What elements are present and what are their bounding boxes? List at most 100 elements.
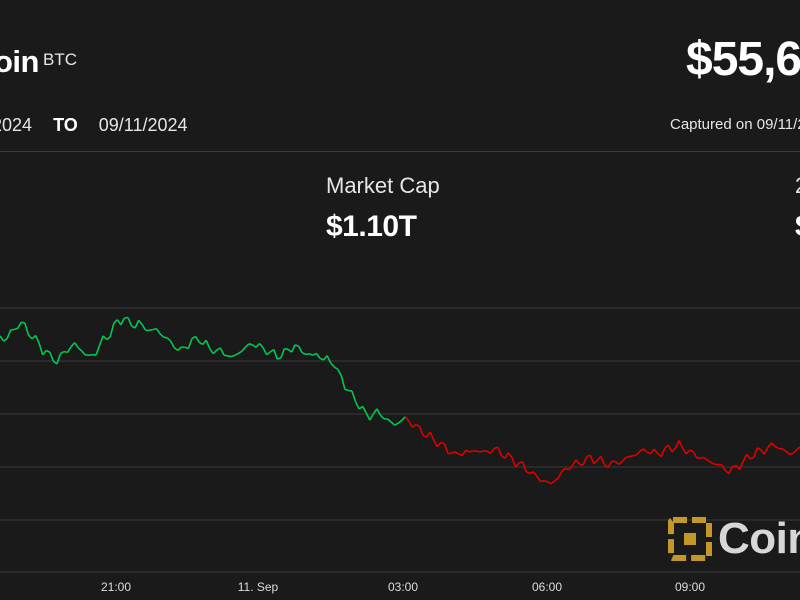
price-line-segment [138,319,143,326]
price-line-segment [479,450,484,453]
price-line-segment [390,421,396,426]
price-line-segment [319,357,324,361]
price-line-segment [397,419,403,424]
price-line-segment [653,448,659,455]
price-line-segment [337,368,342,376]
price-line-segment [465,449,470,453]
price-line-segment [95,345,101,356]
price-line-segment [728,466,734,474]
price-line-segment [3,338,8,342]
price-line-segment [333,366,339,370]
price-line-segment [671,447,677,453]
price-line-segment [152,327,157,331]
price-line-segment [429,431,435,441]
coindesk-logo-icon [668,517,712,561]
watermark-text: Coin [718,514,800,563]
price-line-segment [458,453,463,457]
price-line-segment [34,335,40,344]
price-line-segment [440,441,445,445]
price-line-segment [511,457,517,468]
price-line-segment [351,390,357,403]
price-line-segment [173,346,179,352]
price-line-segment [415,423,421,428]
coindesk-watermark: Coin [668,514,800,564]
price-line-segment [469,450,474,453]
price-line-segment [124,316,129,319]
captured-timestamp: Captured on 09/11/2 [670,116,800,133]
price-line-segment [155,328,161,335]
price-line-segment [401,416,406,421]
price-line-segment [507,452,513,459]
price-line-segment [202,339,207,346]
price-line-segment [774,445,780,450]
price-line-segment [266,351,271,356]
price-line-segment [579,463,584,466]
price-line-segment [660,447,666,457]
x-tick-label: 09:00 [675,580,705,594]
price-line-segment [277,357,282,360]
date-to: 09/11/2024 [98,115,188,135]
price-line-segment [674,440,680,449]
price-line-segment [387,418,392,423]
price-line-segment [600,456,606,465]
price-line-segment [789,452,794,456]
price-line-segment [614,460,620,466]
price-line-segment [77,347,83,352]
price-line-segment [532,471,538,477]
coin-symbol: BTC [43,50,77,69]
price-line-segment [753,447,759,458]
price-line-segment [301,351,307,356]
price-line-segment [372,408,378,415]
price-line-segment [667,444,673,453]
price-line-segment [742,453,748,462]
price-line-segment [394,422,399,426]
price-line-segment [521,461,527,473]
price-line-segment [792,449,797,454]
date-to-label: TO [53,115,78,135]
price-line-segment [255,342,261,348]
x-tick-label: 03:00 [388,580,418,594]
market-cap-label: Market Cap [326,173,440,198]
price-line-segment [643,448,648,453]
price-line-segment [426,431,431,438]
price-line-segment [451,450,456,455]
price-line-segment [63,350,68,354]
price-line-segment [106,336,111,341]
price-line-segment [59,350,65,355]
price-line-segment [251,344,257,348]
price-line-segment [497,446,503,456]
price-line-segment [650,448,655,455]
price-line-segment [194,335,200,343]
price-line-segment [109,323,115,338]
price-line-segment [205,339,211,350]
price-line-segment [454,450,460,455]
price-line-segment [525,471,531,475]
price-line-segment [212,349,218,355]
price-line-segment [379,414,385,420]
price-line-segment [721,464,726,471]
price-line-segment [685,449,691,455]
price-line-segment [116,319,122,326]
price-line-segment [6,329,12,340]
price-line-segment [461,449,467,456]
price-line-segment [262,347,268,356]
price-line-segment [692,451,698,459]
price-line-segment [258,342,264,349]
price-line-segment [557,471,563,479]
price-line-segment [689,449,694,453]
price-line-segment [141,324,147,331]
price-line-segment [607,460,613,468]
price-line-segment [120,317,126,326]
price-line-segment [639,448,644,452]
x-tick-label: 06:00 [532,580,562,594]
price-line-segment [187,338,193,349]
price-line-segment [625,455,630,459]
price-line-segment [227,355,232,358]
price-line-segment [376,408,382,416]
price-line-segment [312,352,317,356]
price-line-segment [443,443,449,454]
price-line-segment [596,455,602,462]
price-line-segment [582,456,588,466]
price-line-segment [340,375,346,390]
price-line-segment [504,452,510,459]
